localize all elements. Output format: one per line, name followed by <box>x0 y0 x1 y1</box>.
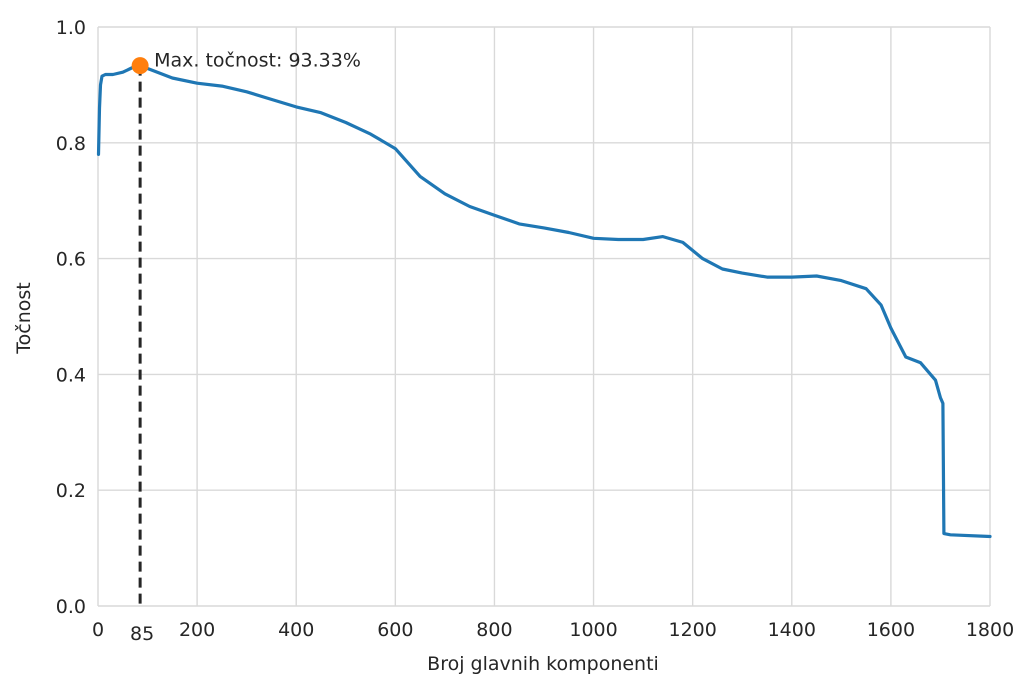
series-layer <box>96 63 992 539</box>
x-tick-label: 1400 <box>768 619 816 641</box>
y-tick-label: 0.0 <box>56 596 86 618</box>
max-annotation: Max. točnost: 93.33% <box>154 50 361 72</box>
x-tick-label: 800 <box>476 619 512 641</box>
accuracy-series-line <box>96 63 992 539</box>
x-tick-label: 400 <box>278 619 314 641</box>
x-tick-label: 1800 <box>966 619 1014 641</box>
x-tick-label: 200 <box>179 619 215 641</box>
x-tick-label: 1200 <box>668 619 716 641</box>
y-tick-label: 1.0 <box>56 17 86 39</box>
x-tick-label: 1600 <box>867 619 915 641</box>
x-tick-label: 1000 <box>569 619 617 641</box>
grid <box>97 26 991 607</box>
y-tick-label: 0.6 <box>56 249 86 271</box>
y-axis-label: Točnost <box>13 282 35 354</box>
max-marker-layer: Max. točnost: 93.33% <box>131 50 361 606</box>
tick-labels: 0 200 400 600 800 1000 1200 1400 1600 1800 0.0 0.2 0… <box>56 17 1014 645</box>
x-tick-label: 600 <box>377 619 413 641</box>
max-point-marker <box>131 57 149 75</box>
x-axis-label: Broj glavnih komponenti <box>427 653 659 675</box>
y-tick-label: 0.4 <box>56 364 86 386</box>
y-tick-label: 0.2 <box>56 480 86 502</box>
x-tick-label: 0 <box>92 619 104 641</box>
max-x-tick-label: 85 <box>130 623 154 645</box>
y-tick-label: 0.8 <box>56 133 86 155</box>
